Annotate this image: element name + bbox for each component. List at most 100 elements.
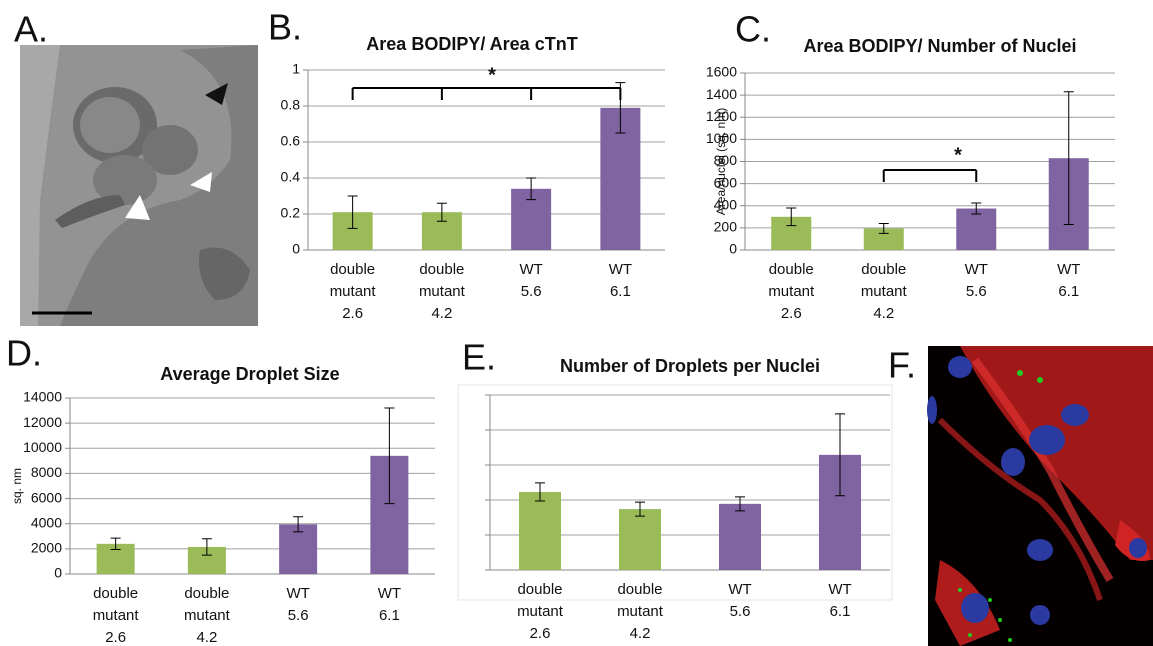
x-tick-label: 2.6 <box>781 305 802 322</box>
x-tick-label: mutant <box>517 603 564 620</box>
x-tick-label: 6.1 <box>379 607 400 624</box>
error-bar <box>1063 91 1074 226</box>
error-bar <box>526 177 537 201</box>
error-bar <box>110 537 121 550</box>
x-tick-label: 2.6 <box>105 629 126 646</box>
error-bar <box>635 501 645 517</box>
panel-label: F. <box>888 345 916 386</box>
y-tick-label: 1400 <box>706 86 737 102</box>
panel-label: C. <box>735 9 771 50</box>
x-tick-label: mutant <box>617 603 664 620</box>
significance-bracket <box>351 87 622 100</box>
y-tick-label: 0.2 <box>281 205 301 221</box>
y-tick-label: 400 <box>714 196 738 212</box>
x-tick-label: double <box>861 261 906 278</box>
x-tick-label: double <box>93 585 138 602</box>
y-axis-label: sq. nm <box>10 468 24 504</box>
y-tick-label: 0.6 <box>281 133 301 149</box>
chart-title: Average Droplet Size <box>160 364 339 384</box>
y-tick-label: 200 <box>714 219 738 235</box>
x-tick-label: 4.2 <box>431 305 452 322</box>
y-tick-label: 8000 <box>31 464 62 480</box>
y-tick-label: 1600 <box>706 64 737 80</box>
panel-frame <box>457 384 893 601</box>
x-tick-label: 2.6 <box>342 305 363 322</box>
y-tick-label: 4000 <box>31 514 62 530</box>
significance-star: * <box>488 64 496 86</box>
error-bar <box>384 407 395 505</box>
y-tick-label: 14000 <box>23 389 62 405</box>
x-tick-label: WT <box>609 261 632 278</box>
y-tick-label: 12000 <box>23 414 62 430</box>
x-tick-label: double <box>184 585 229 602</box>
error-bar <box>878 222 889 234</box>
significance-bracket <box>882 169 978 182</box>
x-tick-label: 4.2 <box>873 305 894 322</box>
error-bar <box>535 482 545 502</box>
x-tick-label: 5.6 <box>966 283 987 300</box>
bar <box>519 491 561 570</box>
x-tick-label: WT <box>519 261 542 278</box>
tem-image <box>20 45 258 326</box>
x-tick-label: WT <box>965 261 988 278</box>
y-tick-label: 0 <box>292 241 300 257</box>
y-tick-label: 1000 <box>706 130 737 146</box>
significance-star: * <box>954 144 962 166</box>
x-tick-label: 6.1 <box>830 603 851 620</box>
y-tick-label: 6000 <box>31 489 62 505</box>
x-tick-label: 6.1 <box>610 283 631 300</box>
chart-title: Area BODIPY/ Number of Nuclei <box>803 36 1076 56</box>
x-tick-label: WT <box>286 585 309 602</box>
y-tick-label: 1200 <box>706 108 737 124</box>
chart-title: Number of Droplets per Nuclei <box>560 356 820 376</box>
bar <box>619 509 661 570</box>
x-tick-label: double <box>419 261 464 278</box>
x-tick-label: WT <box>828 581 851 598</box>
error-bar <box>835 413 845 497</box>
error-bar <box>735 496 745 512</box>
error-bar <box>347 195 358 229</box>
panel-label: E. <box>462 337 496 378</box>
y-tick-label: 0 <box>729 241 737 257</box>
x-tick-label: WT <box>378 585 401 602</box>
x-tick-label: mutant <box>330 283 377 300</box>
y-tick-label: 2000 <box>31 540 62 556</box>
x-tick-label: mutant <box>419 283 466 300</box>
panel-label: A. <box>14 9 48 50</box>
bar <box>719 503 761 570</box>
y-tick-label: 800 <box>714 152 738 168</box>
y-axis-label: Area/nuclei (sq. nm) <box>714 108 728 215</box>
x-tick-label: double <box>330 261 375 278</box>
chart-title: Area BODIPY/ Area cTnT <box>366 34 577 54</box>
panel-label: D. <box>6 333 42 374</box>
x-tick-label: double <box>517 581 562 598</box>
x-tick-label: 5.6 <box>730 603 751 620</box>
fluorescence-image <box>927 346 1153 646</box>
x-tick-label: 5.6 <box>288 607 309 624</box>
error-bar <box>436 202 447 222</box>
bar <box>956 208 997 250</box>
error-bar <box>201 538 212 556</box>
x-tick-label: double <box>617 581 662 598</box>
error-bar <box>786 207 797 227</box>
bar <box>863 228 904 250</box>
x-tick-label: mutant <box>184 607 231 624</box>
x-tick-label: double <box>769 261 814 278</box>
y-tick-label: 0.8 <box>281 97 301 113</box>
x-tick-label: WT <box>1057 261 1080 278</box>
x-tick-label: 4.2 <box>196 629 217 646</box>
error-bar <box>971 202 982 215</box>
y-tick-label: 0.4 <box>281 169 301 185</box>
panel-label: B. <box>268 7 302 48</box>
y-tick-label: 0 <box>54 565 62 581</box>
x-tick-label: 2.6 <box>530 625 551 642</box>
x-tick-label: 4.2 <box>630 625 651 642</box>
x-tick-label: 5.6 <box>521 283 542 300</box>
x-tick-label: mutant <box>93 607 140 624</box>
y-tick-label: 1 <box>292 61 300 77</box>
y-tick-label: 10000 <box>23 439 62 455</box>
x-tick-label: mutant <box>768 283 815 300</box>
y-tick-label: 600 <box>714 174 738 190</box>
x-tick-label: 6.1 <box>1058 283 1079 300</box>
